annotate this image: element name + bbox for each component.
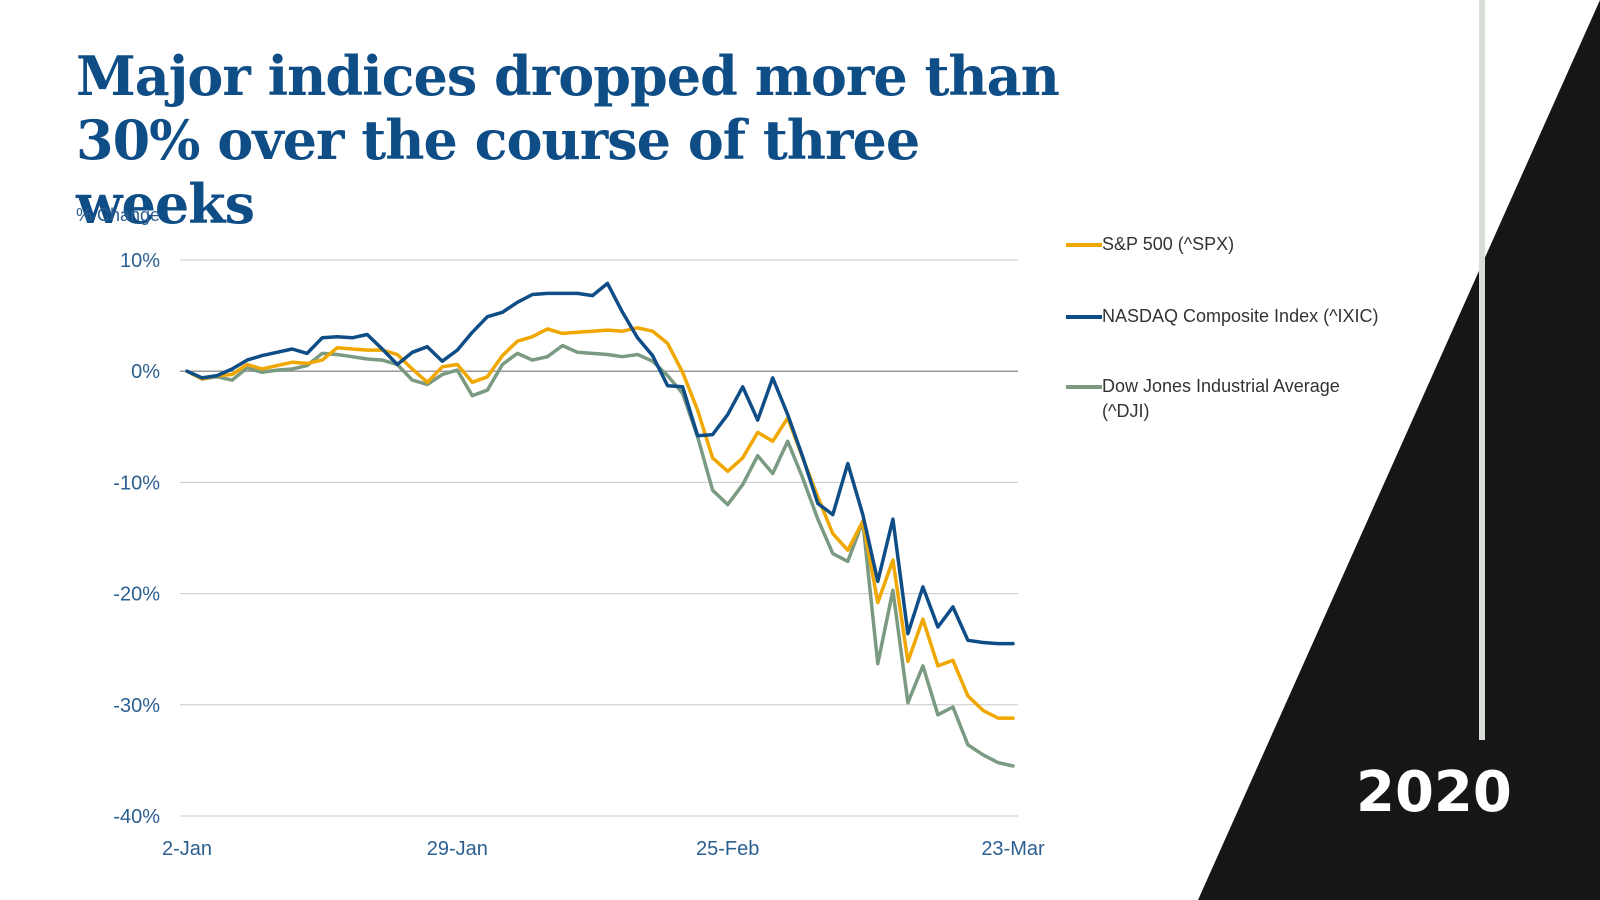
year-label: 2020 [1356, 760, 1512, 825]
x-tick-label: 25-Feb [696, 838, 759, 860]
x-tick-label: 2-Jan [162, 838, 212, 860]
y-tick-label: 0% [131, 361, 160, 383]
y-tick-label: 10% [120, 250, 160, 272]
dark-diagonal-panel [1198, 0, 1600, 900]
y-axis-label: % Change [76, 205, 161, 225]
page-title: Major indices dropped more than 30% over… [76, 44, 1076, 236]
y-tick-label: -40% [113, 806, 160, 828]
legend-label-spx: S&P 500 (^SPX) [1102, 234, 1235, 254]
legend-swatch-spx [1066, 243, 1102, 247]
vertical-accent-bar [1479, 0, 1485, 740]
x-tick-label: 29-Jan [427, 838, 488, 860]
series-line-2 [185, 343, 1015, 768]
y-tick-label: -20% [113, 584, 160, 606]
legend-swatch-ixic [1066, 315, 1102, 319]
legend-label-ixic: NASDAQ Composite Index (^IXIC) [1102, 306, 1379, 326]
x-tick-label: 23-Mar [981, 838, 1045, 860]
y-tick-label: -30% [113, 695, 160, 717]
legend-swatch-dji [1066, 385, 1102, 389]
legend-label-dji: Dow Jones Industrial Average (^DJI) [1102, 376, 1340, 421]
title-line-2: 30% over the course of three weeks [76, 108, 920, 236]
series-line-0 [185, 326, 1015, 720]
series-line-1 [185, 281, 1015, 646]
y-tick-label: -10% [113, 472, 160, 494]
title-line-1: Major indices dropped more than [76, 44, 1060, 108]
